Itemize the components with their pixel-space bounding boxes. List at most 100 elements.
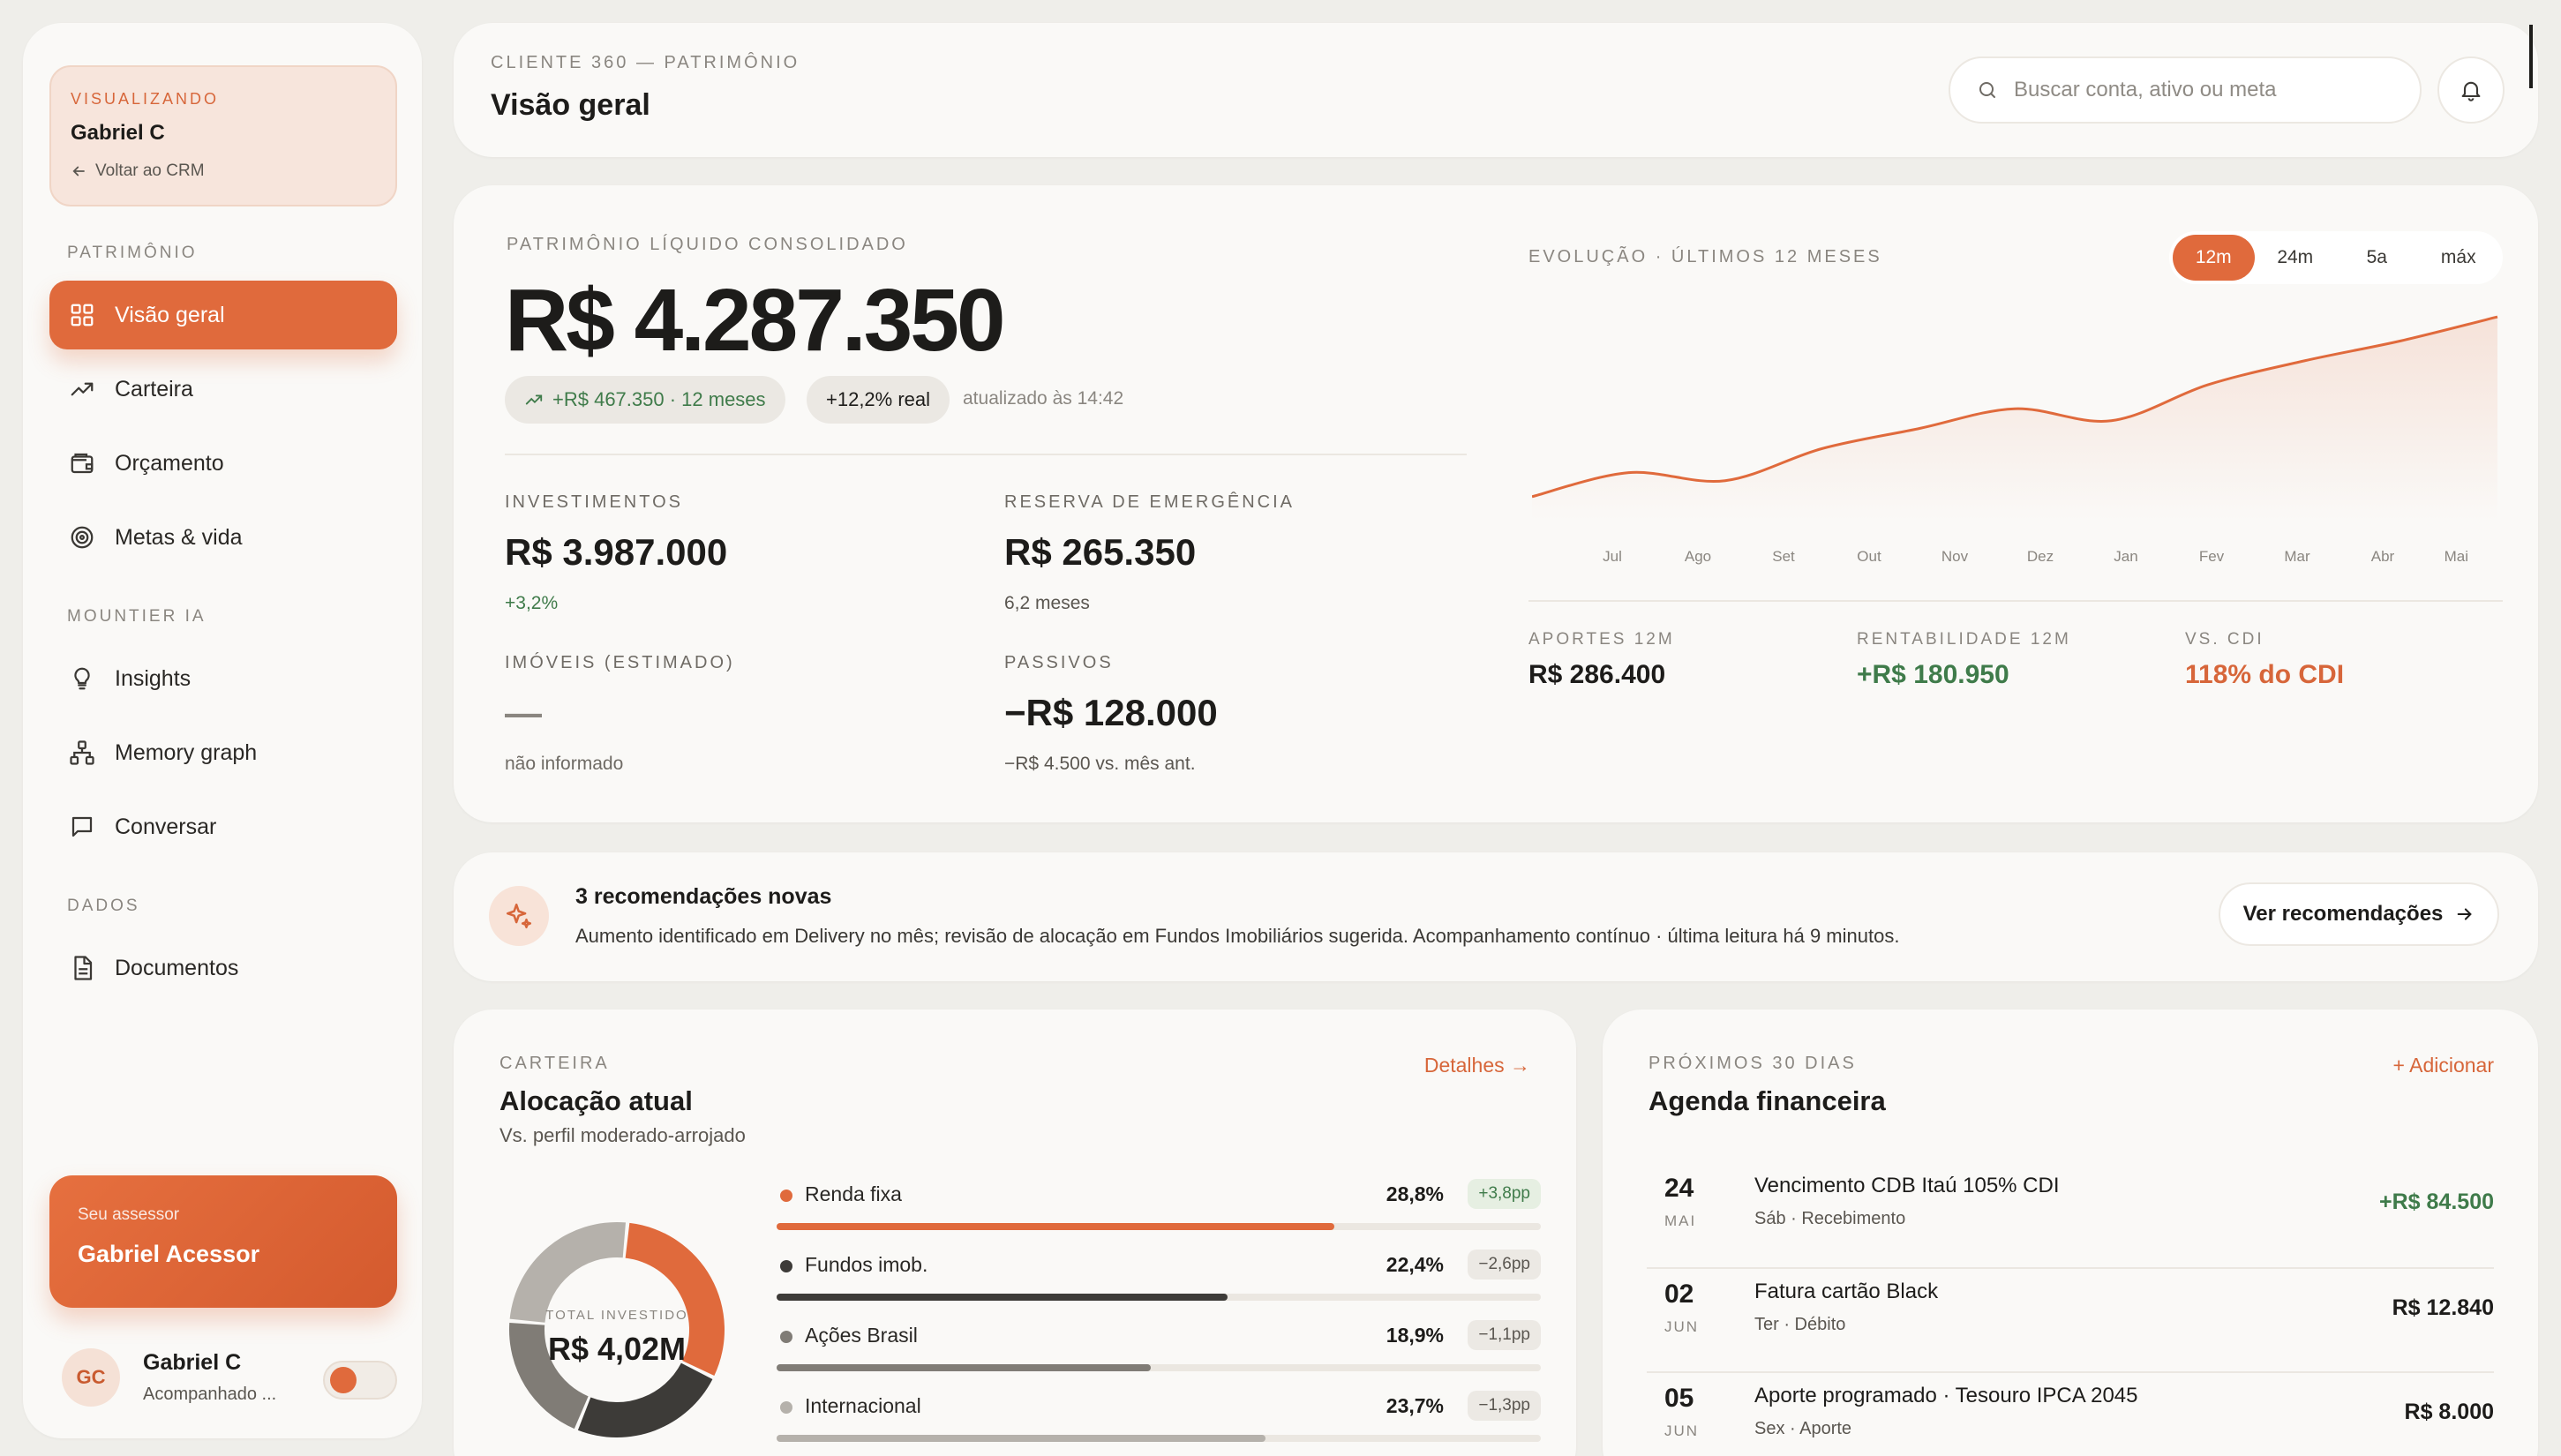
theme-toggle[interactable] — [323, 1361, 397, 1400]
donut-total-label: TOTAL INVESTIDO — [545, 1308, 688, 1323]
x-tick-label: Mar — [2284, 548, 2310, 565]
agenda-amount: R$ 12.840 — [2392, 1295, 2494, 1320]
notifications-button[interactable] — [2437, 56, 2505, 124]
allocation-pct: 23,7% — [1386, 1394, 1444, 1417]
allocation-row[interactable]: Internacional 23,7% −1,3pp — [777, 1391, 1541, 1445]
agenda-day: 02 — [1664, 1280, 1694, 1309]
details-link[interactable]: Detalhes → — [1424, 1054, 1530, 1077]
kpi-reserve-label: RESERVA DE EMERGÊNCIA — [1004, 492, 1295, 512]
recommendations-description: Aumento identificado em Delivery no mês;… — [575, 925, 1900, 947]
sidebar-item-goals[interactable]: Metas & vida — [49, 503, 397, 572]
kpi-liabilities-value: −R$ 128.000 — [1004, 692, 1218, 733]
agenda-item[interactable]: 24 MAI Vencimento CDB Itaú 105% CDI Sáb … — [1647, 1161, 2494, 1265]
agenda-sub: Sex · Aporte — [1754, 1419, 1852, 1438]
x-tick-label: Fev — [2199, 548, 2225, 565]
x-tick-label: Set — [1772, 548, 1795, 565]
range-5a[interactable]: 5a — [2366, 247, 2387, 267]
allocation-name: Ações Brasil — [805, 1324, 918, 1347]
rentabilidade-label: RENTABILIDADE 12M — [1857, 630, 2071, 649]
page-header: CLIENTE 360 — PATRIMÔNIO Visão geral — [454, 23, 2538, 157]
sidebar-item-documents[interactable]: Documentos — [49, 934, 397, 1002]
view-recommendations-button[interactable]: Ver recomendações — [2219, 882, 2499, 946]
target-icon — [71, 526, 94, 549]
sun-icon — [330, 1367, 357, 1393]
allocation-bar-fill — [777, 1435, 1266, 1442]
kpi-liabilities-label: PASSIVOS — [1004, 653, 1114, 672]
evolution-label: EVOLUÇÃO · ÚLTIMOS 12 MESES — [1528, 247, 1882, 266]
sidebar-item-label: Conversar — [115, 814, 217, 839]
arrow-left-icon — [72, 166, 85, 176]
sidebar-item-label: Visão geral — [115, 302, 225, 327]
allocation-pct: 22,4% — [1386, 1253, 1444, 1276]
agenda-title: Agenda financeira — [1649, 1085, 1886, 1116]
range-12m[interactable]: 12m — [2173, 235, 2255, 281]
allocation-row[interactable]: Ações Brasil 18,9% −1,1pp — [777, 1320, 1541, 1375]
donut-total-value: R$ 4,02M — [547, 1331, 687, 1367]
allocation-row[interactable]: Renda fixa 28,8% +3,8pp — [777, 1179, 1541, 1234]
scrollbar-thumb[interactable] — [2529, 25, 2533, 88]
sidebar-item-budget[interactable]: Orçamento — [49, 429, 397, 498]
search-box[interactable] — [1949, 56, 2422, 124]
divider — [1647, 1371, 2494, 1373]
x-tick-label: Abr — [2371, 548, 2395, 565]
allocation-bar-track — [777, 1364, 1541, 1371]
agenda-month: JUN — [1664, 1318, 1700, 1335]
net-worth-change-badge: +R$ 467.350 · 12 meses — [505, 376, 785, 424]
sparkle-icon — [489, 886, 549, 946]
allocation-bar-fill — [777, 1294, 1228, 1301]
x-tick-label: Dez — [2027, 548, 2054, 565]
advisor-card[interactable]: Seu assessor Gabriel Acessor — [49, 1175, 397, 1308]
x-tick-label: Jul — [1603, 548, 1622, 565]
sidebar-item-insights[interactable]: Insights — [49, 644, 397, 713]
range-24m[interactable]: 24m — [2277, 247, 2314, 267]
allocation-delta: −1,3pp — [1468, 1391, 1541, 1421]
x-tick-label: Out — [1857, 548, 1881, 565]
aportes-value: R$ 286.400 — [1528, 660, 1666, 689]
agenda-item[interactable]: 02 JUN Fatura cartão Black Ter · Débito … — [1647, 1267, 2494, 1371]
agenda-item[interactable]: 05 JUN Aporte programado · Tesouro IPCA … — [1647, 1371, 2494, 1456]
document-icon — [74, 956, 93, 980]
details-label: Detalhes — [1423, 1054, 1505, 1077]
donut-slice — [577, 1362, 713, 1437]
real-return-badge: +12,2% real — [807, 376, 950, 424]
donut-slice — [509, 1222, 626, 1323]
sidebar-item-label: Memory graph — [115, 739, 258, 765]
sidebar-item-memory-graph[interactable]: Memory graph — [49, 718, 397, 787]
real-return: +12,2% real — [826, 388, 931, 410]
kpi-investments-change: +3,2% — [505, 593, 559, 613]
allocation-name: Internacional — [805, 1394, 921, 1417]
sidebar-item-portfolio[interactable]: Carteira — [49, 355, 397, 424]
kpi-realestate-label: IMÓVEIS (ESTIMADO) — [505, 653, 735, 672]
search-input[interactable] — [2014, 78, 2402, 102]
bell-icon — [2461, 81, 2481, 101]
section-label-dados: DADOS — [67, 897, 140, 915]
legend-dot — [780, 1331, 792, 1343]
allocation-row[interactable]: Fundos imob. 22,4% −2,6pp — [777, 1250, 1541, 1304]
add-event-label: Adicionar — [2409, 1054, 2494, 1077]
lightbulb-icon — [74, 667, 90, 690]
net-worth-value: R$ 4.287.350 — [505, 271, 1005, 370]
allocation-name: Fundos imob. — [805, 1253, 928, 1276]
section-label-patrimonio: PATRIMÔNIO — [67, 244, 198, 262]
search-icon — [1979, 82, 1995, 98]
range-max[interactable]: máx — [2440, 247, 2476, 267]
legend-dot — [780, 1260, 792, 1272]
user-profile[interactable]: GC Gabriel C Acompanhado ... — [62, 1338, 397, 1417]
agenda-title-text: Vencimento CDB Itaú 105% CDI — [1754, 1174, 2060, 1197]
sidebar-item-chat[interactable]: Conversar — [49, 792, 397, 861]
sidebar-item-label: Documentos — [115, 955, 239, 980]
divider — [505, 454, 1467, 455]
x-tick-label: Mai — [2445, 548, 2468, 565]
recommendations-title: 3 recomendações novas — [575, 884, 832, 909]
agenda-sub: Ter · Débito — [1754, 1315, 1846, 1334]
sidebar-item-overview[interactable]: Visão geral — [49, 281, 397, 349]
legend-dot — [780, 1190, 792, 1202]
viewing-client-name: Gabriel C — [71, 121, 165, 145]
allocation-bar-fill — [777, 1223, 1335, 1230]
add-event-button[interactable]: + Adicionar — [2393, 1054, 2494, 1077]
allocation-bar-track — [777, 1294, 1541, 1301]
page-title: Visão geral — [491, 88, 650, 122]
legend-dot — [780, 1401, 792, 1414]
allocation-donut — [509, 1222, 725, 1437]
back-to-crm-link[interactable]: Voltar ao CRM — [71, 161, 376, 181]
